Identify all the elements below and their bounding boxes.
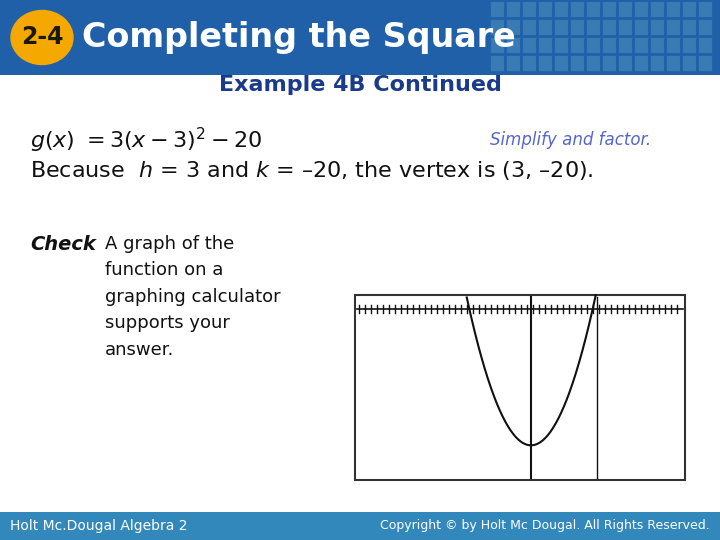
FancyBboxPatch shape xyxy=(618,19,632,35)
FancyBboxPatch shape xyxy=(634,37,648,53)
FancyBboxPatch shape xyxy=(586,55,600,71)
FancyBboxPatch shape xyxy=(698,19,712,35)
FancyBboxPatch shape xyxy=(602,1,616,17)
FancyBboxPatch shape xyxy=(682,1,696,17)
FancyBboxPatch shape xyxy=(554,55,568,71)
Text: Copyright © by Holt Mc Dougal. All Rights Reserved.: Copyright © by Holt Mc Dougal. All Right… xyxy=(380,519,710,532)
FancyBboxPatch shape xyxy=(698,37,712,53)
Text: Holt Mc.Dougal Algebra 2: Holt Mc.Dougal Algebra 2 xyxy=(10,519,187,533)
FancyBboxPatch shape xyxy=(522,37,536,53)
FancyBboxPatch shape xyxy=(0,0,720,75)
Text: Because  $h$ = 3 and $k$ = –20, the vertex is (3, –20).: Because $h$ = 3 and $k$ = –20, the verte… xyxy=(30,159,593,181)
FancyBboxPatch shape xyxy=(538,37,552,53)
Text: Check: Check xyxy=(30,235,96,254)
FancyBboxPatch shape xyxy=(602,19,616,35)
FancyBboxPatch shape xyxy=(570,55,584,71)
FancyBboxPatch shape xyxy=(538,55,552,71)
FancyBboxPatch shape xyxy=(682,55,696,71)
FancyBboxPatch shape xyxy=(522,55,536,71)
FancyBboxPatch shape xyxy=(506,1,520,17)
FancyBboxPatch shape xyxy=(682,19,696,35)
FancyBboxPatch shape xyxy=(570,19,584,35)
FancyBboxPatch shape xyxy=(522,1,536,17)
FancyBboxPatch shape xyxy=(506,37,520,53)
FancyBboxPatch shape xyxy=(602,37,616,53)
Text: Simplify and factor.: Simplify and factor. xyxy=(490,131,651,149)
FancyBboxPatch shape xyxy=(634,55,648,71)
FancyBboxPatch shape xyxy=(650,55,664,71)
Text: A graph of the
function on a
graphing calculator
supports your
answer.: A graph of the function on a graphing ca… xyxy=(105,235,281,359)
FancyBboxPatch shape xyxy=(538,19,552,35)
FancyBboxPatch shape xyxy=(650,1,664,17)
Ellipse shape xyxy=(11,10,73,64)
Text: Example 4B Continued: Example 4B Continued xyxy=(219,75,501,95)
FancyBboxPatch shape xyxy=(586,19,600,35)
FancyBboxPatch shape xyxy=(570,1,584,17)
FancyBboxPatch shape xyxy=(602,55,616,71)
FancyBboxPatch shape xyxy=(618,1,632,17)
Text: Completing the Square: Completing the Square xyxy=(82,21,516,54)
FancyBboxPatch shape xyxy=(586,1,600,17)
Text: $g(x)$ $= 3(x - 3)^2 - 20$: $g(x)$ $= 3(x - 3)^2 - 20$ xyxy=(30,125,262,154)
FancyBboxPatch shape xyxy=(538,1,552,17)
FancyBboxPatch shape xyxy=(570,37,584,53)
FancyBboxPatch shape xyxy=(490,19,504,35)
FancyBboxPatch shape xyxy=(586,37,600,53)
FancyBboxPatch shape xyxy=(666,55,680,71)
FancyBboxPatch shape xyxy=(634,19,648,35)
FancyBboxPatch shape xyxy=(698,55,712,71)
FancyBboxPatch shape xyxy=(490,1,504,17)
FancyBboxPatch shape xyxy=(698,1,712,17)
FancyBboxPatch shape xyxy=(522,19,536,35)
FancyBboxPatch shape xyxy=(554,19,568,35)
FancyBboxPatch shape xyxy=(490,37,504,53)
FancyBboxPatch shape xyxy=(506,55,520,71)
FancyBboxPatch shape xyxy=(650,37,664,53)
Text: 2-4: 2-4 xyxy=(21,25,63,50)
FancyBboxPatch shape xyxy=(666,1,680,17)
FancyBboxPatch shape xyxy=(666,19,680,35)
FancyBboxPatch shape xyxy=(554,37,568,53)
FancyBboxPatch shape xyxy=(666,37,680,53)
FancyBboxPatch shape xyxy=(554,1,568,17)
FancyBboxPatch shape xyxy=(355,295,685,480)
FancyBboxPatch shape xyxy=(506,19,520,35)
FancyBboxPatch shape xyxy=(618,55,632,71)
FancyBboxPatch shape xyxy=(650,19,664,35)
FancyBboxPatch shape xyxy=(682,37,696,53)
FancyBboxPatch shape xyxy=(618,37,632,53)
FancyBboxPatch shape xyxy=(490,55,504,71)
FancyBboxPatch shape xyxy=(0,512,720,540)
FancyBboxPatch shape xyxy=(634,1,648,17)
